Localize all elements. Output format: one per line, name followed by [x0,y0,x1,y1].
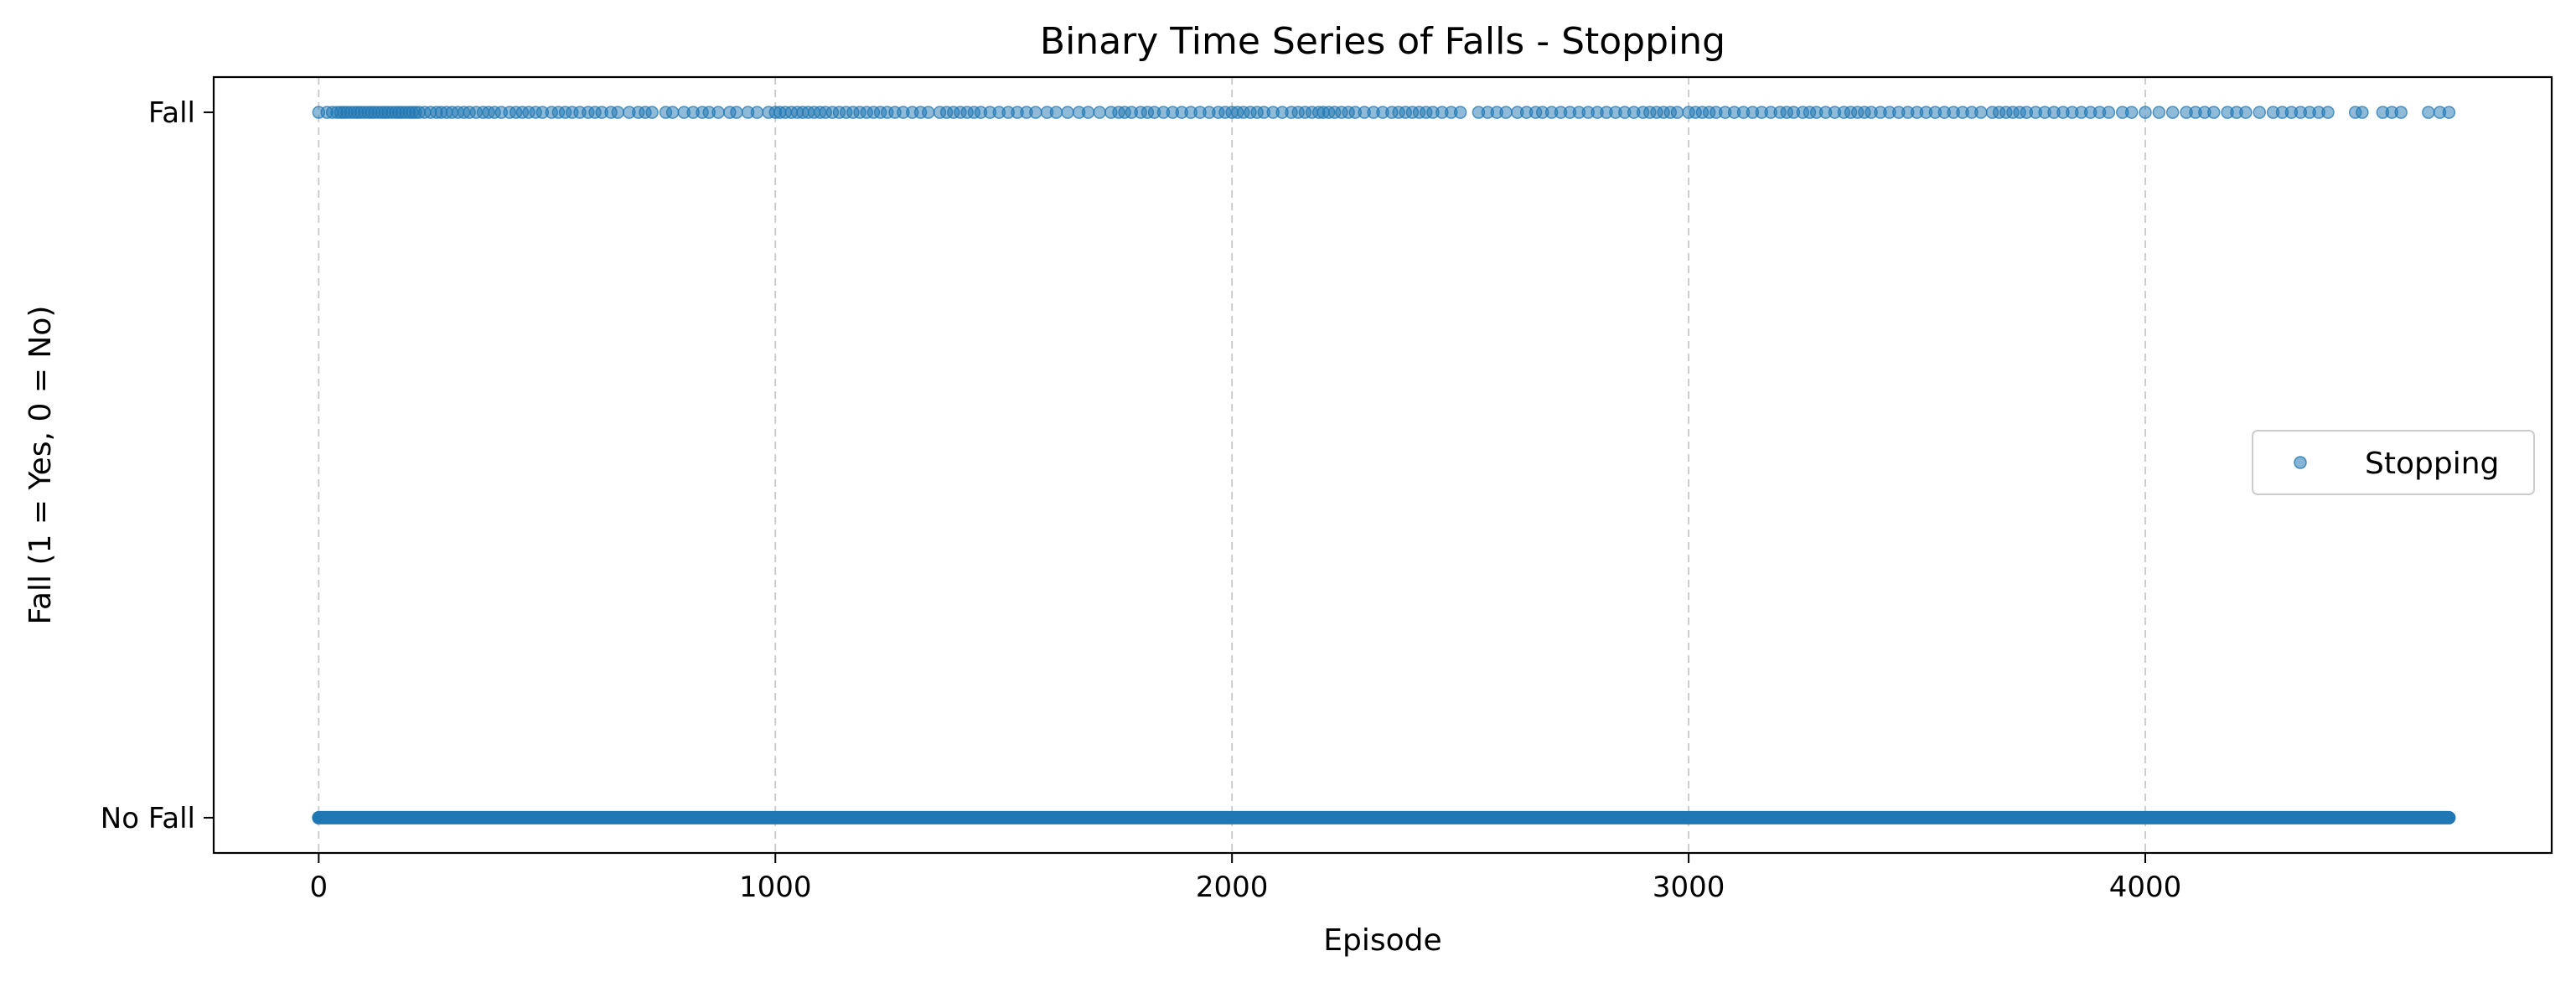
fall-point-243 [2165,106,2180,119]
fall-point-110 [1029,106,1042,119]
x-tick-label-0: 0 [310,871,328,904]
fall-point-97 [922,106,935,119]
fall-point-260 [2356,106,2369,119]
x-tick-label-1000: 1000 [739,871,812,904]
fall-point-61 [645,106,659,119]
fall-point-258 [2321,106,2335,119]
fall-point-241 [2139,106,2152,119]
fall-point-163 [1453,106,1467,119]
y-tick-label-no-fall: No Fall [101,802,195,835]
legend-marker-stopping [2294,456,2307,469]
fall-point-242 [2152,106,2166,119]
fall-point-238 [2102,106,2116,119]
fall-point-115 [1081,106,1095,119]
fall-point-72 [750,106,764,119]
legend-box [2252,430,2535,495]
fall-point-264 [2422,106,2435,119]
fall-point-250 [2239,106,2253,119]
fall-point-112 [1049,106,1063,119]
fall-point-187 [1670,106,1684,119]
y-axis-label: Fall (1 = Yes, 0 = No) [23,306,58,625]
fall-point-167 [1499,106,1513,119]
fall-point-113 [1061,106,1074,119]
fall-point-263 [2394,106,2408,119]
fall-point-70 [730,106,743,119]
legend-label-stopping: Stopping [2365,447,2499,481]
fall-point-63 [665,106,680,119]
fall-point-57 [611,106,625,119]
fall-point-240 [2124,106,2139,119]
y-tick-label-fall: Fall [148,96,195,130]
plot-frame [212,75,2553,855]
fall-point-247 [2207,106,2221,119]
fall-point-68 [711,106,725,119]
x-axis-label: Episode [1323,923,1441,958]
fall-point-266 [2442,106,2456,119]
fall-point-116 [1093,106,1106,119]
fall-point-223 [1974,106,1988,119]
x-axis-ticks: 0 1000 2000 3000 4000 [310,853,2182,904]
y-axis-ticks: No Fall Fall [101,96,214,835]
chart-title: Binary Time Series of Falls - Stopping [1040,20,1725,63]
fall-point-251 [2253,106,2266,119]
grid-lines [318,77,2146,853]
x-tick-label-4000: 4000 [2109,871,2182,904]
data-points [312,106,2456,824]
x-tick-label-2000: 2000 [1196,871,1269,904]
legend: Stopping [2252,430,2535,495]
x-tick-label-3000: 3000 [1653,871,1725,904]
